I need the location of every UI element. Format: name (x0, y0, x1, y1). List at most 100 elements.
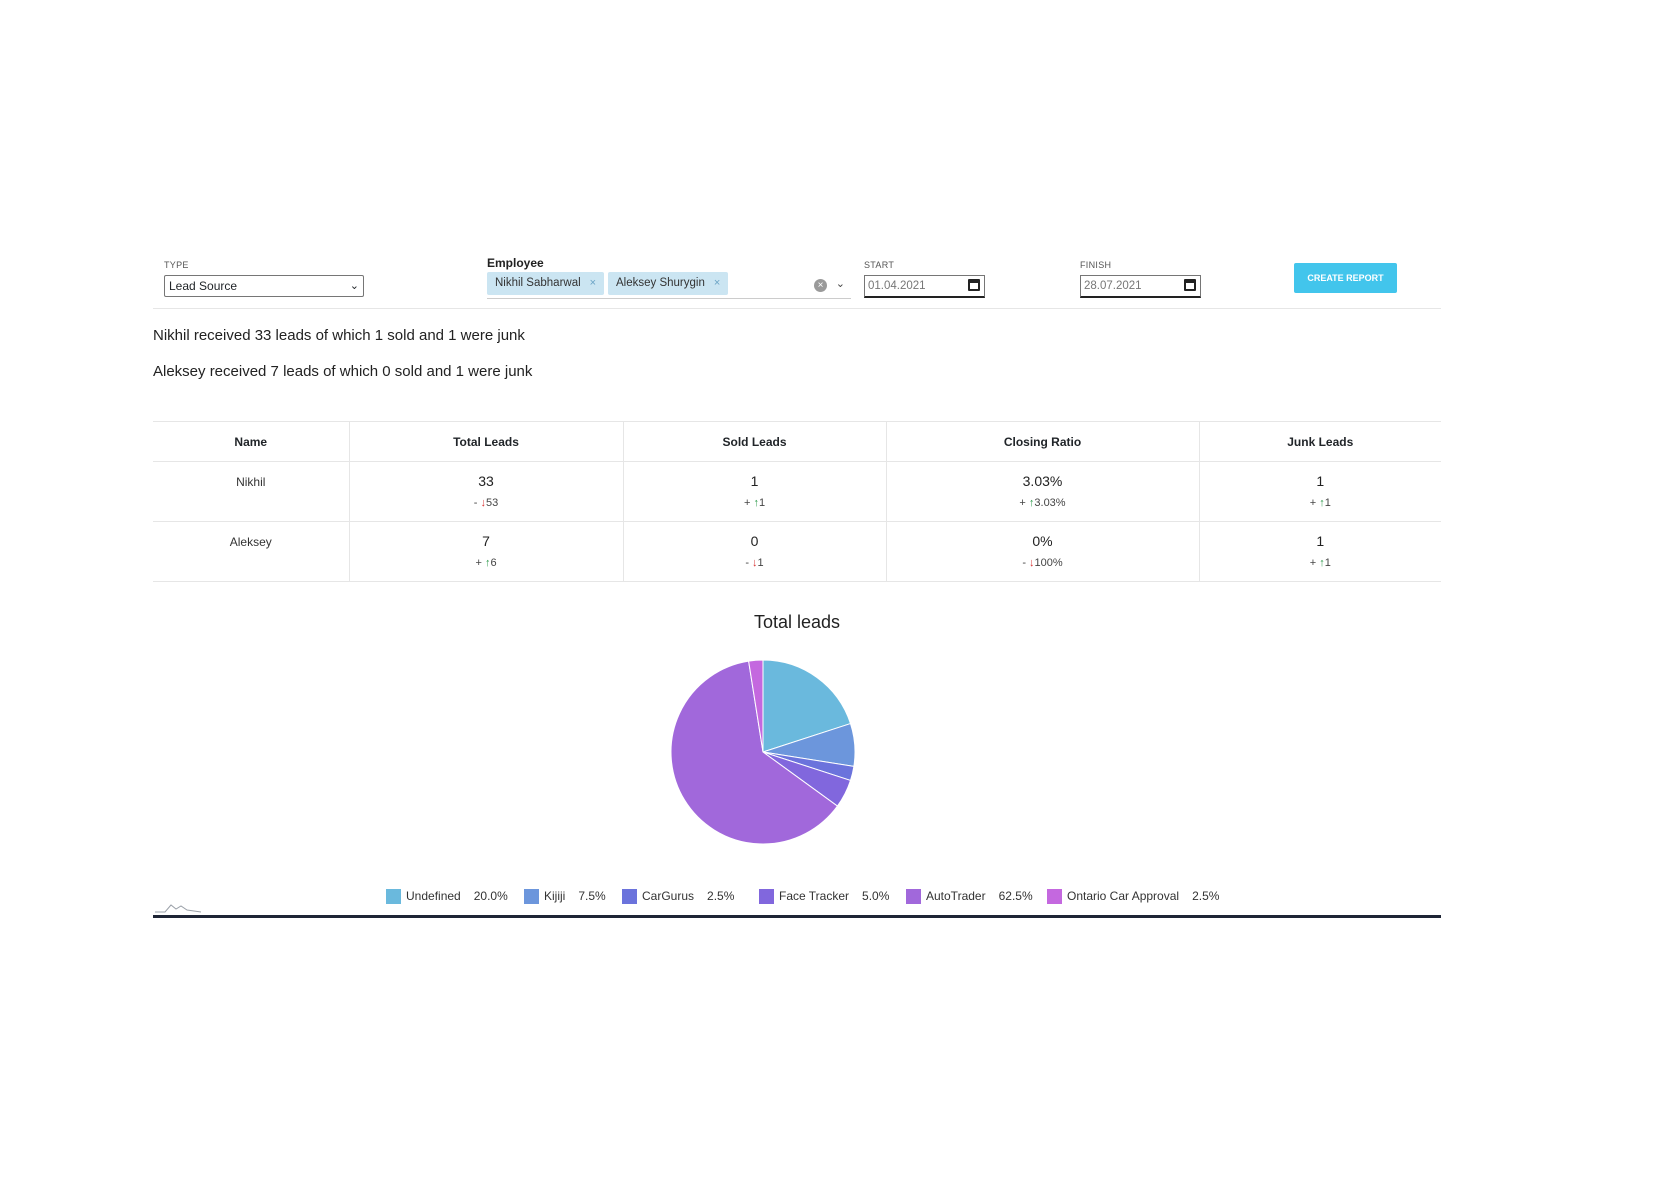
legend-swatch (1047, 889, 1062, 905)
sparkline-icon (155, 904, 202, 913)
summary-line: Aleksey received 7 leads of which 0 sold… (153, 363, 533, 380)
legend-swatch (906, 889, 921, 905)
legend-item[interactable]: Kijiji 7.5% (524, 889, 606, 905)
cell-delta: - ↓1 (625, 557, 885, 569)
start-label: START (864, 260, 895, 270)
cell-value: 1 (1316, 533, 1325, 549)
start-date-input[interactable]: 01.04.2021 (864, 275, 985, 298)
arrow-down-icon: ↓ (752, 557, 758, 569)
cell-value: 1 (1316, 473, 1325, 489)
summary-text: Nikhil received 33 leads of which 1 sold… (153, 327, 532, 399)
remove-chip-icon[interactable]: × (713, 277, 721, 289)
delta-sign: - (745, 557, 749, 569)
table-cell: 1 + ↑1 (1198, 521, 1441, 582)
delta-sign: + (475, 557, 482, 569)
table-cell: 0- ↓1 (622, 521, 886, 582)
employee-chip-label: Aleksey Shurygin (616, 277, 705, 289)
calendar-icon[interactable] (968, 279, 980, 291)
finish-label: FINISH (1080, 260, 1112, 270)
delta-value: 1 (757, 557, 764, 569)
cell-delta: + ↑1 (1201, 557, 1441, 569)
delta-value: 1 (758, 497, 766, 509)
legend-swatch (622, 889, 637, 905)
arrow-up-icon: ↑ (1319, 497, 1325, 509)
legend-item[interactable]: Undefined 20.0% (386, 889, 508, 905)
cell-value: 0 (750, 533, 759, 549)
pie-slice[interactable] (748, 659, 764, 753)
cell-value: 33 (478, 473, 494, 489)
cell-delta: - ↓100% (888, 557, 1198, 569)
legend-item[interactable]: AutoTrader 62.5% (906, 889, 1033, 905)
arrow-down-icon: ↓ (480, 497, 486, 509)
finish-date-input[interactable]: 28.07.2021 (1080, 275, 1201, 298)
chart-title: Total leads (753, 612, 841, 632)
row-name: Aleksey (153, 521, 349, 582)
legend-percent: 7.5% (578, 889, 606, 903)
pie-slice[interactable] (670, 660, 839, 845)
table-cell: 33 - ↓53 (348, 461, 623, 522)
type-filter: TYPE (164, 260, 189, 270)
arrow-up-icon: ↑ (753, 497, 759, 509)
cell-delta: + ↑6 (351, 557, 622, 569)
legend-label: Face Tracker (779, 889, 850, 903)
divider (153, 915, 1441, 918)
create-report-button[interactable]: CREATE REPORT (1294, 263, 1397, 293)
legend-item[interactable]: Ontario Car Approval 2.5% (1047, 889, 1219, 905)
start-date-value: 01.04.2021 (868, 280, 926, 292)
legend-percent: 2.5% (707, 889, 735, 903)
column-header: Total Leads (348, 421, 623, 462)
legend-percent: 20.0% (473, 889, 508, 903)
table-cell: 0% - ↓100% (885, 521, 1199, 582)
employee-multiselect[interactable]: Nikhil Sabharwal × Aleksey Shurygin × × ⌄ (487, 271, 851, 299)
legend-swatch (386, 889, 401, 905)
cell-value: 3.03% (1022, 473, 1063, 489)
legend-label: Ontario Car Approval (1067, 889, 1180, 903)
type-select[interactable]: Lead Source ⌄ (164, 275, 364, 297)
chevron-down-icon[interactable]: ⌄ (835, 278, 845, 290)
column-header: Name (153, 421, 349, 462)
delta-value: 1 (1324, 497, 1331, 509)
cell-delta: + ↑1 (625, 497, 885, 509)
arrow-up-icon: ↑ (484, 557, 491, 569)
delta-sign: + (1019, 497, 1026, 509)
employee-chip: Nikhil Sabharwal × (487, 272, 605, 295)
remove-chip-icon[interactable]: × (589, 277, 597, 289)
cell-value: 7 (482, 533, 490, 549)
employee-label: Employee (487, 256, 544, 270)
clear-selection-icon[interactable]: × (814, 279, 827, 292)
cell-value: 0% (1032, 533, 1053, 549)
table-cell: 7 + ↑6 (348, 521, 623, 582)
report-panel: TYPE Lead Source ⌄ Employee Nikhil Sabha… (153, 240, 1441, 918)
table-cell: 1 + ↑1 (1198, 461, 1441, 522)
arrow-up-icon: ↑ (1319, 557, 1325, 569)
delta-value: 6 (490, 557, 497, 569)
column-header: Sold Leads (622, 421, 886, 462)
delta-value: 53 (485, 497, 499, 509)
cell-delta: - ↓53 (351, 497, 622, 509)
legend-percent: 5.0% (862, 889, 890, 903)
type-label: TYPE (164, 260, 189, 270)
finish-date-value: 28.07.2021 (1084, 280, 1142, 292)
legend-item[interactable]: Face Tracker 5.0% (759, 889, 890, 905)
delta-sign: + (743, 497, 751, 509)
leads-table: Name Total Leads Sold Leads Closing Rati… (153, 421, 1441, 582)
type-select-value: Lead Source (169, 279, 238, 293)
cell-delta: + ↑3.03% (888, 497, 1198, 509)
arrow-down-icon: ↓ (1029, 557, 1035, 569)
chevron-down-icon: ⌄ (349, 280, 359, 292)
row-name: Nikhil (153, 461, 349, 522)
table-cell: 1 + ↑1 (622, 461, 886, 522)
delta-sign: + (1309, 557, 1317, 569)
pie-slice[interactable] (762, 659, 852, 753)
delta-sign: + (1309, 497, 1317, 509)
legend-label: CarGurus (642, 889, 695, 903)
filter-bar: TYPE Lead Source ⌄ Employee Nikhil Sabha… (153, 240, 1441, 309)
employee-chip: Aleksey Shurygin × (608, 272, 729, 295)
finish-filter: FINISH (1080, 260, 1111, 270)
legend-item[interactable]: CarGurus 2.5% (622, 889, 735, 905)
table-header-row: Name Total Leads Sold Leads Closing Rati… (153, 421, 1441, 462)
legend-label: AutoTrader (926, 889, 986, 903)
pie-chart (670, 659, 856, 845)
delta-value: 3.03% (1034, 497, 1066, 509)
calendar-icon[interactable] (1184, 279, 1196, 291)
